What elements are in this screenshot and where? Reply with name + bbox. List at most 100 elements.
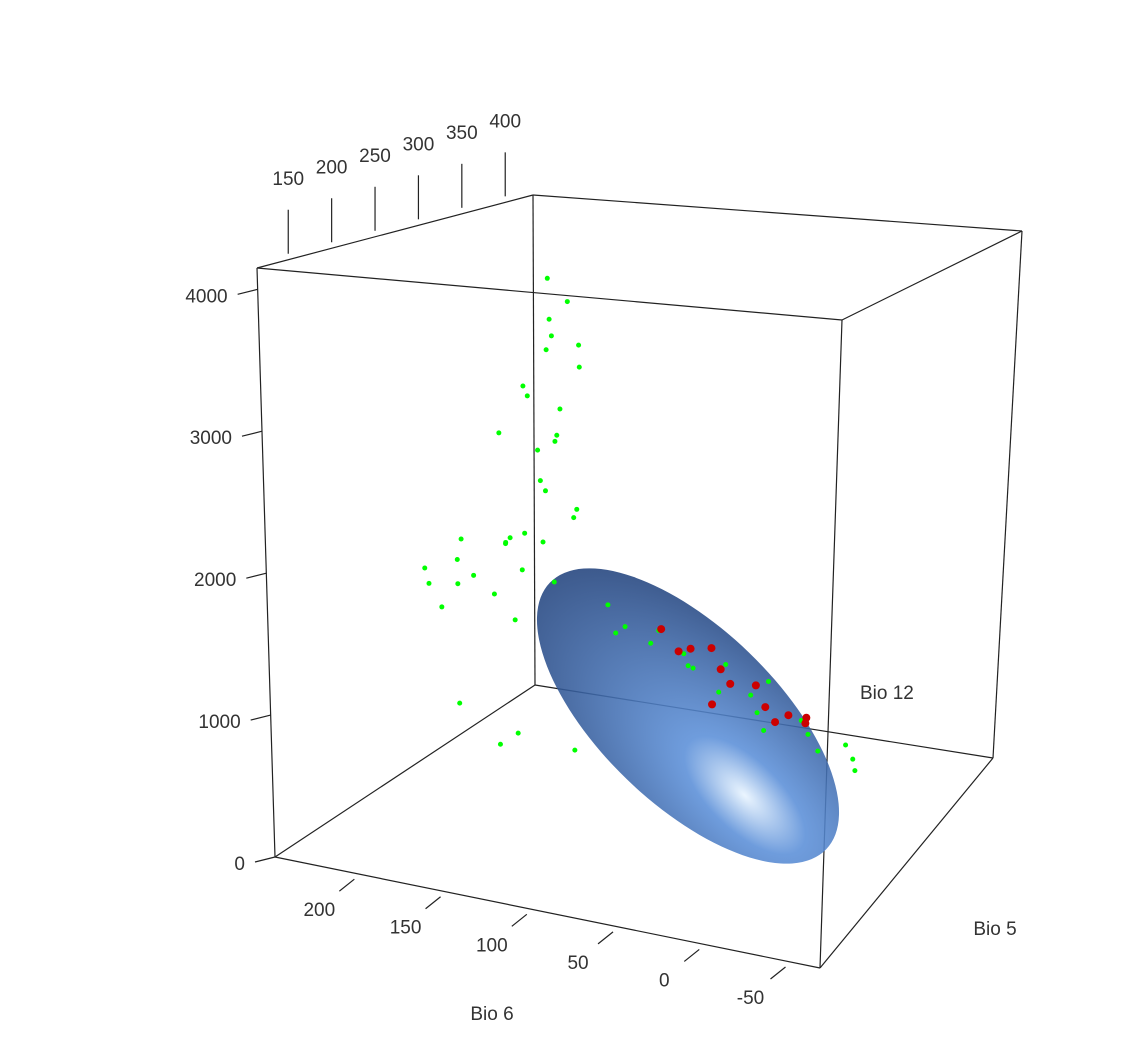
x-tick (770, 966, 786, 980)
box-edge (532, 194, 536, 686)
point (576, 364, 582, 370)
point (535, 447, 541, 453)
point (439, 604, 445, 610)
point (455, 581, 461, 587)
x-tick (425, 896, 441, 910)
point (557, 406, 563, 412)
point (574, 506, 580, 512)
z-tick (254, 856, 276, 863)
point (537, 478, 543, 484)
point (771, 718, 780, 727)
z-tick-label: 2000 (194, 570, 236, 591)
box-edge (841, 230, 1023, 321)
x-tick-label: 100 (476, 935, 508, 956)
point (690, 665, 696, 671)
point (571, 515, 577, 521)
point (551, 579, 557, 585)
y-tick-label: 400 (489, 111, 521, 132)
box-edge (532, 194, 1023, 232)
z-tick (250, 714, 271, 721)
point (457, 700, 463, 706)
point (576, 342, 582, 348)
box-edge (819, 757, 994, 969)
point (507, 535, 513, 541)
box-edge (274, 856, 821, 969)
x-tick (511, 913, 528, 927)
z-axis-label: Bio 12 (860, 683, 914, 704)
box (256, 194, 1023, 969)
x-tick-label: 200 (303, 900, 335, 921)
ellipsoid (536, 568, 840, 864)
box-edge (256, 267, 276, 858)
x-tick (683, 948, 700, 962)
z-tick (237, 288, 258, 295)
point (716, 689, 722, 695)
point (548, 333, 554, 339)
point (491, 591, 497, 597)
z-tick-label: 3000 (190, 428, 232, 449)
box-edge (992, 230, 1023, 759)
point (546, 316, 552, 322)
point (761, 703, 770, 712)
point (708, 700, 717, 709)
point (648, 640, 654, 646)
point (544, 275, 550, 281)
point (496, 430, 502, 436)
y-tick-label: 350 (446, 123, 478, 144)
z-tick-label: 1000 (198, 712, 240, 733)
point (572, 747, 578, 753)
point (540, 539, 546, 545)
point (852, 768, 858, 774)
point (726, 679, 735, 688)
point (761, 728, 767, 734)
x-tick-label: 0 (659, 970, 670, 991)
y-tick-label: 200 (316, 157, 348, 178)
point (605, 602, 611, 608)
point (843, 742, 849, 748)
point (422, 565, 428, 571)
box-edge (274, 684, 536, 858)
point (519, 567, 525, 573)
x-tick (597, 931, 614, 945)
point (497, 741, 503, 747)
x-tick-label: -50 (737, 988, 764, 1009)
point (751, 681, 760, 690)
point (681, 651, 687, 657)
box-edge (819, 319, 843, 969)
point (503, 541, 509, 547)
point (815, 748, 821, 754)
x-tick-label: 150 (390, 918, 422, 939)
point (613, 630, 619, 636)
point (471, 572, 477, 578)
point (458, 536, 464, 542)
box-edge (256, 194, 534, 269)
y-tick-label: 300 (403, 134, 435, 155)
z-tick (241, 430, 263, 437)
point (685, 663, 691, 669)
point (716, 665, 725, 674)
point (686, 644, 695, 653)
point (723, 661, 729, 667)
y-tick-label: 250 (359, 146, 391, 167)
point (543, 347, 549, 353)
point (622, 624, 628, 630)
point (657, 625, 666, 634)
point (754, 710, 760, 716)
point (748, 692, 754, 698)
point (784, 711, 793, 720)
z-tick-label: 4000 (185, 286, 227, 307)
point (805, 731, 811, 737)
point (674, 647, 683, 656)
point (512, 617, 518, 623)
point (552, 438, 558, 444)
point (801, 719, 810, 728)
x-tick (338, 878, 355, 892)
point (542, 488, 548, 494)
point (522, 530, 528, 536)
point (707, 644, 716, 653)
point (524, 393, 530, 399)
point (454, 557, 460, 563)
z-tick-label: 0 (234, 854, 245, 875)
